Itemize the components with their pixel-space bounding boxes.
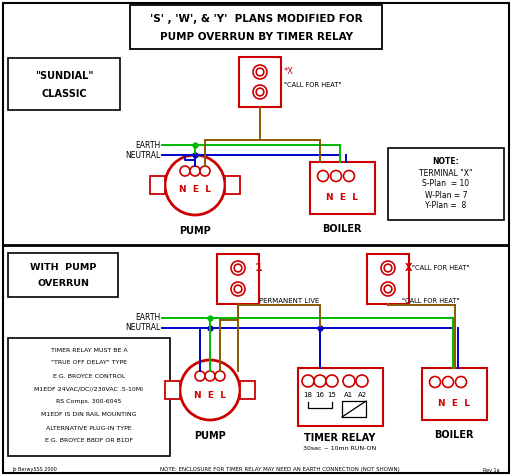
- Circle shape: [195, 371, 205, 381]
- Circle shape: [317, 170, 329, 181]
- Circle shape: [442, 377, 454, 387]
- Text: NEUTRAL: NEUTRAL: [125, 150, 160, 159]
- Bar: [8, 338, 170, 456]
- Bar: [298, 368, 383, 426]
- Circle shape: [256, 88, 264, 96]
- Text: BOILER: BOILER: [434, 430, 474, 440]
- Text: "CALL FOR HEAT": "CALL FOR HEAT": [402, 298, 460, 304]
- Text: EARTH: EARTH: [135, 314, 160, 323]
- Circle shape: [314, 375, 326, 387]
- Bar: [225, 176, 240, 194]
- Text: A1: A1: [345, 392, 354, 398]
- Text: S-Plan  = 10: S-Plan = 10: [422, 179, 470, 188]
- Text: PERMANENT LIVE: PERMANENT LIVE: [259, 298, 319, 304]
- Text: N  E  L: N E L: [438, 399, 470, 408]
- Bar: [342, 401, 366, 417]
- Bar: [240, 381, 255, 399]
- Text: NOTE: ENCLOSURE FOR TIMER RELAY MAY NEED AN EARTH CONNECTION (NOT SHOWN): NOTE: ENCLOSURE FOR TIMER RELAY MAY NEED…: [160, 467, 400, 473]
- Text: 'S' , 'W', & 'Y'  PLANS MODIFIED FOR: 'S' , 'W', & 'Y' PLANS MODIFIED FOR: [150, 14, 362, 24]
- Circle shape: [302, 375, 314, 387]
- Circle shape: [190, 166, 200, 176]
- Text: 1: 1: [255, 263, 263, 273]
- Bar: [422, 368, 487, 420]
- Bar: [367, 254, 409, 304]
- Circle shape: [231, 261, 245, 275]
- Text: PUMP OVERRUN BY TIMER RELAY: PUMP OVERRUN BY TIMER RELAY: [160, 32, 352, 42]
- Text: OVERRUN: OVERRUN: [37, 278, 89, 288]
- Text: ALTERNATIVE PLUG-IN TYPE: ALTERNATIVE PLUG-IN TYPE: [46, 426, 132, 430]
- Text: WITH  PUMP: WITH PUMP: [30, 264, 96, 272]
- Text: BOILER: BOILER: [322, 224, 362, 234]
- Text: 18: 18: [304, 392, 312, 398]
- Text: Rev 1a: Rev 1a: [483, 467, 500, 473]
- Text: CLASSIC: CLASSIC: [41, 89, 87, 99]
- Bar: [165, 381, 180, 399]
- Circle shape: [343, 375, 355, 387]
- Bar: [239, 57, 281, 107]
- Circle shape: [331, 170, 342, 181]
- Circle shape: [381, 282, 395, 296]
- Text: W-Plan = 7: W-Plan = 7: [425, 190, 467, 199]
- Circle shape: [165, 155, 225, 215]
- Circle shape: [200, 166, 210, 176]
- Text: E.G. BROYCE CONTROL: E.G. BROYCE CONTROL: [53, 374, 125, 378]
- Circle shape: [356, 375, 368, 387]
- Text: N  E  L: N E L: [179, 186, 211, 195]
- Bar: [130, 5, 382, 49]
- Text: TIMER RELAY: TIMER RELAY: [304, 433, 376, 443]
- Circle shape: [180, 360, 240, 420]
- Bar: [217, 254, 259, 304]
- Circle shape: [381, 261, 395, 275]
- Circle shape: [215, 371, 225, 381]
- Text: "TRUE OFF DELAY" TYPE: "TRUE OFF DELAY" TYPE: [51, 360, 127, 366]
- Text: EARTH: EARTH: [135, 140, 160, 149]
- Text: M1EDF 24VAC/DC//230VAC .5-10MI: M1EDF 24VAC/DC//230VAC .5-10MI: [34, 387, 143, 391]
- Circle shape: [456, 377, 466, 387]
- Circle shape: [384, 285, 392, 293]
- Text: PUMP: PUMP: [179, 226, 211, 236]
- Text: A2: A2: [357, 392, 367, 398]
- Circle shape: [253, 65, 267, 79]
- Circle shape: [205, 371, 215, 381]
- Text: TERMINAL "X": TERMINAL "X": [419, 169, 473, 178]
- Bar: [388, 148, 504, 220]
- Text: "CALL FOR HEAT": "CALL FOR HEAT": [284, 82, 342, 88]
- Text: "SUNDIAL": "SUNDIAL": [35, 71, 93, 81]
- Circle shape: [326, 375, 338, 387]
- Text: E.G. BROYCE B8DF OR B1DF: E.G. BROYCE B8DF OR B1DF: [45, 438, 133, 444]
- Circle shape: [344, 170, 354, 181]
- Text: PUMP: PUMP: [194, 431, 226, 441]
- Bar: [150, 176, 165, 194]
- Text: 15: 15: [328, 392, 336, 398]
- Circle shape: [253, 85, 267, 99]
- Text: Y-Plan =  8: Y-Plan = 8: [425, 201, 466, 210]
- Circle shape: [234, 264, 242, 272]
- Bar: [8, 58, 120, 110]
- Circle shape: [256, 68, 264, 76]
- Bar: [8, 253, 118, 297]
- Text: Jo BerwySSS 2000: Jo BerwySSS 2000: [12, 467, 57, 473]
- Text: N  E  L: N E L: [194, 390, 226, 399]
- Text: RS Comps. 300-6045: RS Comps. 300-6045: [56, 399, 122, 405]
- Text: *X: *X: [284, 68, 294, 77]
- Circle shape: [231, 282, 245, 296]
- Circle shape: [180, 166, 190, 176]
- Text: "CALL FOR HEAT": "CALL FOR HEAT": [412, 265, 470, 271]
- Bar: [310, 162, 375, 214]
- Text: NEUTRAL: NEUTRAL: [125, 324, 160, 333]
- Circle shape: [384, 264, 392, 272]
- Text: M1EDF IS DIN RAIL MOUNTING: M1EDF IS DIN RAIL MOUNTING: [41, 413, 137, 417]
- Circle shape: [234, 285, 242, 293]
- Text: 30sec ~ 10mn RUN-ON: 30sec ~ 10mn RUN-ON: [304, 446, 377, 452]
- Text: TIMER RELAY MUST BE A: TIMER RELAY MUST BE A: [51, 347, 127, 353]
- Circle shape: [430, 377, 440, 387]
- Text: 16: 16: [315, 392, 325, 398]
- Text: N  E  L: N E L: [326, 194, 358, 202]
- Text: NOTE:: NOTE:: [433, 157, 459, 166]
- Text: X: X: [405, 263, 413, 273]
